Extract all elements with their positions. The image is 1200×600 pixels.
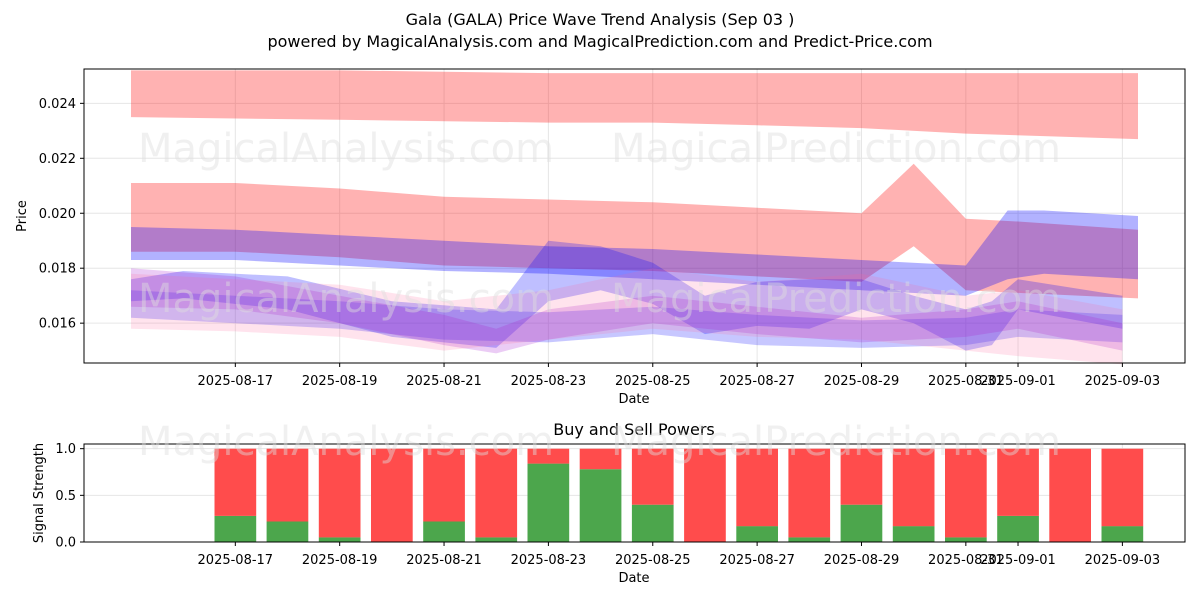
buy-power-bar xyxy=(475,537,518,542)
sell-power-bar xyxy=(579,448,622,470)
power-x-label: Date xyxy=(618,571,649,586)
buy-power-bar xyxy=(892,526,935,542)
sell-power-bar xyxy=(997,448,1039,516)
price-x-tick-label: 2025-09-03 xyxy=(1085,374,1161,389)
sell-power-bar xyxy=(892,448,935,527)
power-x-tick-label: 2025-08-19 xyxy=(302,553,378,568)
buy-power-bar xyxy=(579,469,622,542)
power-y-tick-label: 1.0 xyxy=(55,442,76,457)
buy-power-bar xyxy=(945,537,987,542)
power-title: Buy and Sell Powers xyxy=(553,420,715,439)
watermark-analysis-2: MagicalAnalysis.com xyxy=(138,276,554,322)
sell-power-bar xyxy=(266,448,309,522)
price-x-ticks: 2025-08-17 2025-08-19 2025-08-21 2025-08-23… xyxy=(198,363,1161,389)
sell-power-bar xyxy=(840,448,883,505)
price-x-label: Date xyxy=(618,392,649,407)
sell-power-bar xyxy=(371,448,413,542)
watermark-prediction-3: MagicalPrediction.com xyxy=(611,419,1061,465)
buy-power-bar xyxy=(423,521,465,542)
power-x-tick-label: 2025-08-31 xyxy=(928,553,1004,568)
price-x-tick-label: 2025-08-31 xyxy=(928,374,1004,389)
price-band-0 xyxy=(131,70,1138,140)
price-band-2 xyxy=(131,210,1138,296)
price-x-tick-label: 2025-08-17 xyxy=(198,374,274,389)
price-band-5 xyxy=(131,268,1123,354)
price-bands xyxy=(131,70,1138,365)
sell-power-bar xyxy=(475,448,518,538)
price-y-tick-label: 0.020 xyxy=(39,207,76,222)
price-y-tick-label: 0.024 xyxy=(39,97,76,112)
price-band-6 xyxy=(131,268,1123,365)
sell-power-bar xyxy=(318,448,361,538)
price-plot-frame xyxy=(83,68,1186,364)
power-bars xyxy=(214,448,1144,542)
chart-title: Gala (GALA) Price Wave Trend Analysis (S… xyxy=(406,10,795,29)
power-x-tick-label: 2025-09-01 xyxy=(980,553,1056,568)
buy-power-bar xyxy=(736,526,778,542)
power-x-tick-label: 2025-08-17 xyxy=(198,553,274,568)
watermark-prediction: MagicalPrediction.com xyxy=(611,126,1061,172)
power-plot-frame xyxy=(83,443,1186,543)
sell-power-bar xyxy=(527,448,570,464)
sell-power-bar xyxy=(1101,448,1144,527)
watermark-prediction-2: MagicalPrediction.com xyxy=(611,276,1061,322)
price-x-tick-label: 2025-09-01 xyxy=(980,374,1056,389)
buy-power-bar xyxy=(318,537,361,542)
price-x-tick-label: 2025-08-29 xyxy=(824,374,900,389)
watermark-analysis: MagicalAnalysis.com xyxy=(138,126,554,172)
price-y-tick-label: 0.018 xyxy=(39,262,76,277)
power-x-tick-label: 2025-08-21 xyxy=(406,553,482,568)
price-x-tick-label: 2025-08-21 xyxy=(406,374,482,389)
sell-power-bar xyxy=(1049,448,1091,542)
power-y-label: Signal Strength xyxy=(32,443,47,543)
buy-power-bar xyxy=(266,521,309,542)
price-x-tick-label: 2025-08-25 xyxy=(615,374,691,389)
price-y-tick-label: 0.022 xyxy=(39,152,76,167)
buy-power-bar xyxy=(788,537,831,542)
price-x-tick-label: 2025-08-23 xyxy=(511,374,587,389)
power-y-ticks: 0.0 0.5 1.0 xyxy=(55,442,84,551)
buy-power-bar xyxy=(631,504,674,542)
buy-power-bar xyxy=(840,504,883,542)
sell-power-bar xyxy=(945,448,987,538)
price-band-4 xyxy=(131,290,1123,348)
power-x-ticks: 2025-08-17 2025-08-19 2025-08-21 2025-08-23… xyxy=(198,542,1161,568)
sell-power-bar xyxy=(788,448,831,538)
sell-power-bar xyxy=(423,448,465,522)
buy-power-bar xyxy=(214,515,257,542)
power-x-tick-label: 2025-08-29 xyxy=(824,553,900,568)
price-band-3 xyxy=(131,240,1123,351)
sell-power-bar xyxy=(736,448,778,527)
power-x-tick-label: 2025-08-23 xyxy=(511,553,587,568)
power-x-tick-label: 2025-08-27 xyxy=(719,553,795,568)
chart-subtitle: powered by MagicalAnalysis.com and Magic… xyxy=(267,32,932,51)
buy-power-bar xyxy=(997,515,1039,542)
power-y-tick-label: 0.0 xyxy=(55,536,76,551)
price-y-ticks: 0.016 0.018 0.020 0.022 0.024 xyxy=(39,97,84,332)
sell-power-bar xyxy=(684,448,726,542)
buy-power-bar xyxy=(527,463,570,542)
price-band-1 xyxy=(131,163,1138,299)
power-x-tick-label: 2025-09-03 xyxy=(1085,553,1161,568)
power-y-tick-label: 0.5 xyxy=(55,489,76,504)
price-x-tick-label: 2025-08-27 xyxy=(719,374,795,389)
price-grid xyxy=(84,69,1185,363)
watermark-analysis-3: MagicalAnalysis.com xyxy=(138,419,554,465)
sell-power-bar xyxy=(631,448,674,505)
buy-power-bar xyxy=(1101,526,1144,542)
price-y-tick-label: 0.016 xyxy=(39,317,76,332)
sell-power-bar xyxy=(214,448,257,516)
price-x-tick-label: 2025-08-19 xyxy=(302,374,378,389)
power-x-tick-label: 2025-08-25 xyxy=(615,553,691,568)
price-y-label: Price xyxy=(15,200,30,232)
